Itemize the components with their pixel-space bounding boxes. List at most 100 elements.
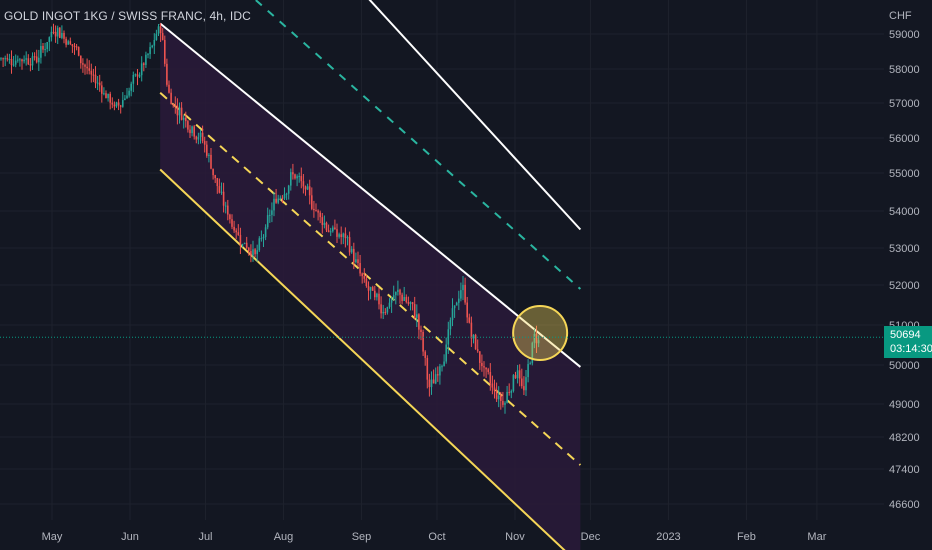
candle-body [4,58,6,60]
candle-body [233,226,235,231]
candle-body [346,237,349,239]
x-tick-label: Oct [428,531,445,543]
candle-body [61,33,63,38]
x-tick-label: Dec [581,531,601,543]
candle-body [90,70,93,75]
candle-body [487,369,489,373]
candle-body [418,314,420,330]
candle-body [334,227,336,230]
candle-body [266,215,269,228]
candle-body [170,92,172,105]
candle-body [516,370,519,379]
y-tick-label: 58000 [889,64,920,76]
highlight-circle[interactable] [512,305,569,361]
candle-body [311,195,313,209]
candle-body [361,273,363,277]
candle-body [313,208,315,211]
candle-body [239,234,242,246]
candle-body [273,198,275,211]
candle-body [40,45,42,58]
time-axis[interactable]: May Jun Jul Aug Sep Oct Nov Dec 2023 Feb Mar [42,531,827,543]
candle-body [355,259,357,263]
price-axis[interactable]: 59000 58000 57000 56000 55000 54000 53000 52000… [889,29,920,511]
candle-body [296,176,298,179]
candle-body [380,304,382,314]
candle-body [227,205,229,215]
candle-body [145,54,147,65]
candle-body [17,59,19,61]
candle-body [474,334,477,350]
candle-body [258,238,261,251]
candle-body [315,210,317,212]
y-tick-label: 52000 [889,280,920,292]
candle-body [136,74,139,77]
candle-body [174,104,177,106]
y-tick-label: 53000 [889,243,920,255]
candle-body [147,54,149,56]
candle-body [443,361,445,367]
candle-body [374,290,376,298]
candle-body [75,46,78,48]
candle-body [105,93,107,99]
candle-body [285,193,288,195]
y-tick-label: 49000 [889,399,920,411]
candle-body [357,259,359,264]
y-tick-label: 55000 [889,168,920,180]
candle-body [371,287,374,291]
candle-body [54,31,57,37]
candle-body [531,342,534,364]
candle-body [103,93,105,95]
candle-body [82,63,84,65]
candle-body [269,214,271,216]
candle-body [2,58,4,60]
candle-body [537,340,540,344]
candle-body [500,395,502,401]
x-tick-label: May [42,531,63,543]
x-tick-label: 2023 [656,531,680,543]
candle-body [363,276,366,279]
candle-body [434,374,437,384]
candle-body [493,387,496,391]
candle-body [113,104,116,107]
candle-body [329,231,332,233]
candle-body [94,74,97,84]
candle-body [279,197,282,199]
y-tick-label: 46600 [889,499,920,511]
candle-body [504,402,506,405]
candle-body [134,74,137,76]
candle-body [294,174,296,179]
candle-body [155,33,158,41]
candle-body [317,210,319,213]
candle-body [201,132,204,141]
candle-body [216,178,219,187]
candle-body [243,242,246,244]
candle-body [525,377,527,391]
candle-body [430,379,433,388]
candle-body [521,378,523,387]
candle-body [420,329,422,332]
currency-label: CHF [889,10,912,22]
symbol-title[interactable]: GOLD INGOT 1KG / SWISS FRANC, 4h, IDC [4,9,251,23]
candle-body [308,186,311,196]
candle-body [271,210,273,215]
candle-body [21,59,23,62]
candles [0,23,540,414]
candle-body [485,367,487,370]
candle-body [495,390,498,400]
candle-body [529,363,531,365]
candle-body [426,357,429,380]
candle-body [67,41,69,45]
x-tick-label: Mar [807,531,826,543]
candle-body [422,331,424,352]
candle-body [502,400,504,405]
last-price-value: 50694 [890,329,921,341]
candle-body [466,302,468,318]
candle-body [378,293,380,305]
candle-body [109,93,111,103]
candle-body [275,198,277,203]
candle-body [65,38,67,45]
candle-body [191,126,193,134]
candle-body [432,379,435,384]
candle-body [332,227,334,232]
